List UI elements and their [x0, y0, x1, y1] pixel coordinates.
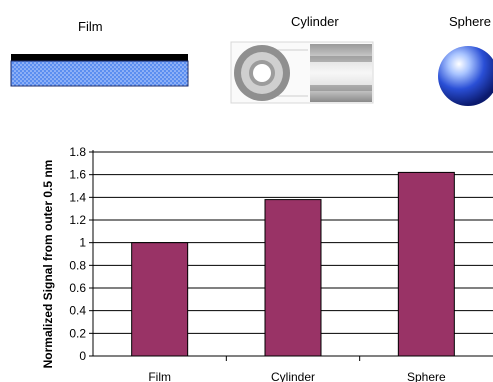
sphere-label: Sphere — [449, 14, 491, 29]
y-tick-label: 1 — [79, 236, 86, 250]
y-tick-label: 1.2 — [69, 213, 86, 227]
y-axis-title: Normalized Signal from outer 0.5 nm — [41, 160, 55, 369]
geometry-illustrations — [10, 41, 493, 106]
y-tick-label: 1.6 — [69, 168, 86, 182]
bar-sphere — [397, 171, 455, 357]
x-tick-label: Cylinder — [271, 370, 315, 382]
bar-film — [131, 242, 189, 357]
y-tick-label: 1.4 — [69, 190, 86, 204]
y-tick-label: 0 — [79, 349, 86, 363]
cylinder-illustration — [230, 41, 374, 104]
y-tick-label: 0.8 — [69, 258, 86, 272]
x-tick-label: Film — [148, 370, 171, 382]
y-tick-label: 0.4 — [69, 304, 86, 318]
y-tick-label: 0.2 — [69, 326, 86, 340]
bar-cylinder — [264, 199, 322, 357]
y-tick-label: 0.6 — [69, 281, 86, 295]
cylinder-label: Cylinder — [291, 14, 339, 29]
film-label: Film — [78, 19, 103, 34]
y-tick-label: 1.8 — [69, 145, 86, 159]
x-tick-label: Sphere — [407, 370, 446, 382]
film-illustration — [10, 54, 189, 87]
sphere-illustration — [438, 46, 493, 106]
